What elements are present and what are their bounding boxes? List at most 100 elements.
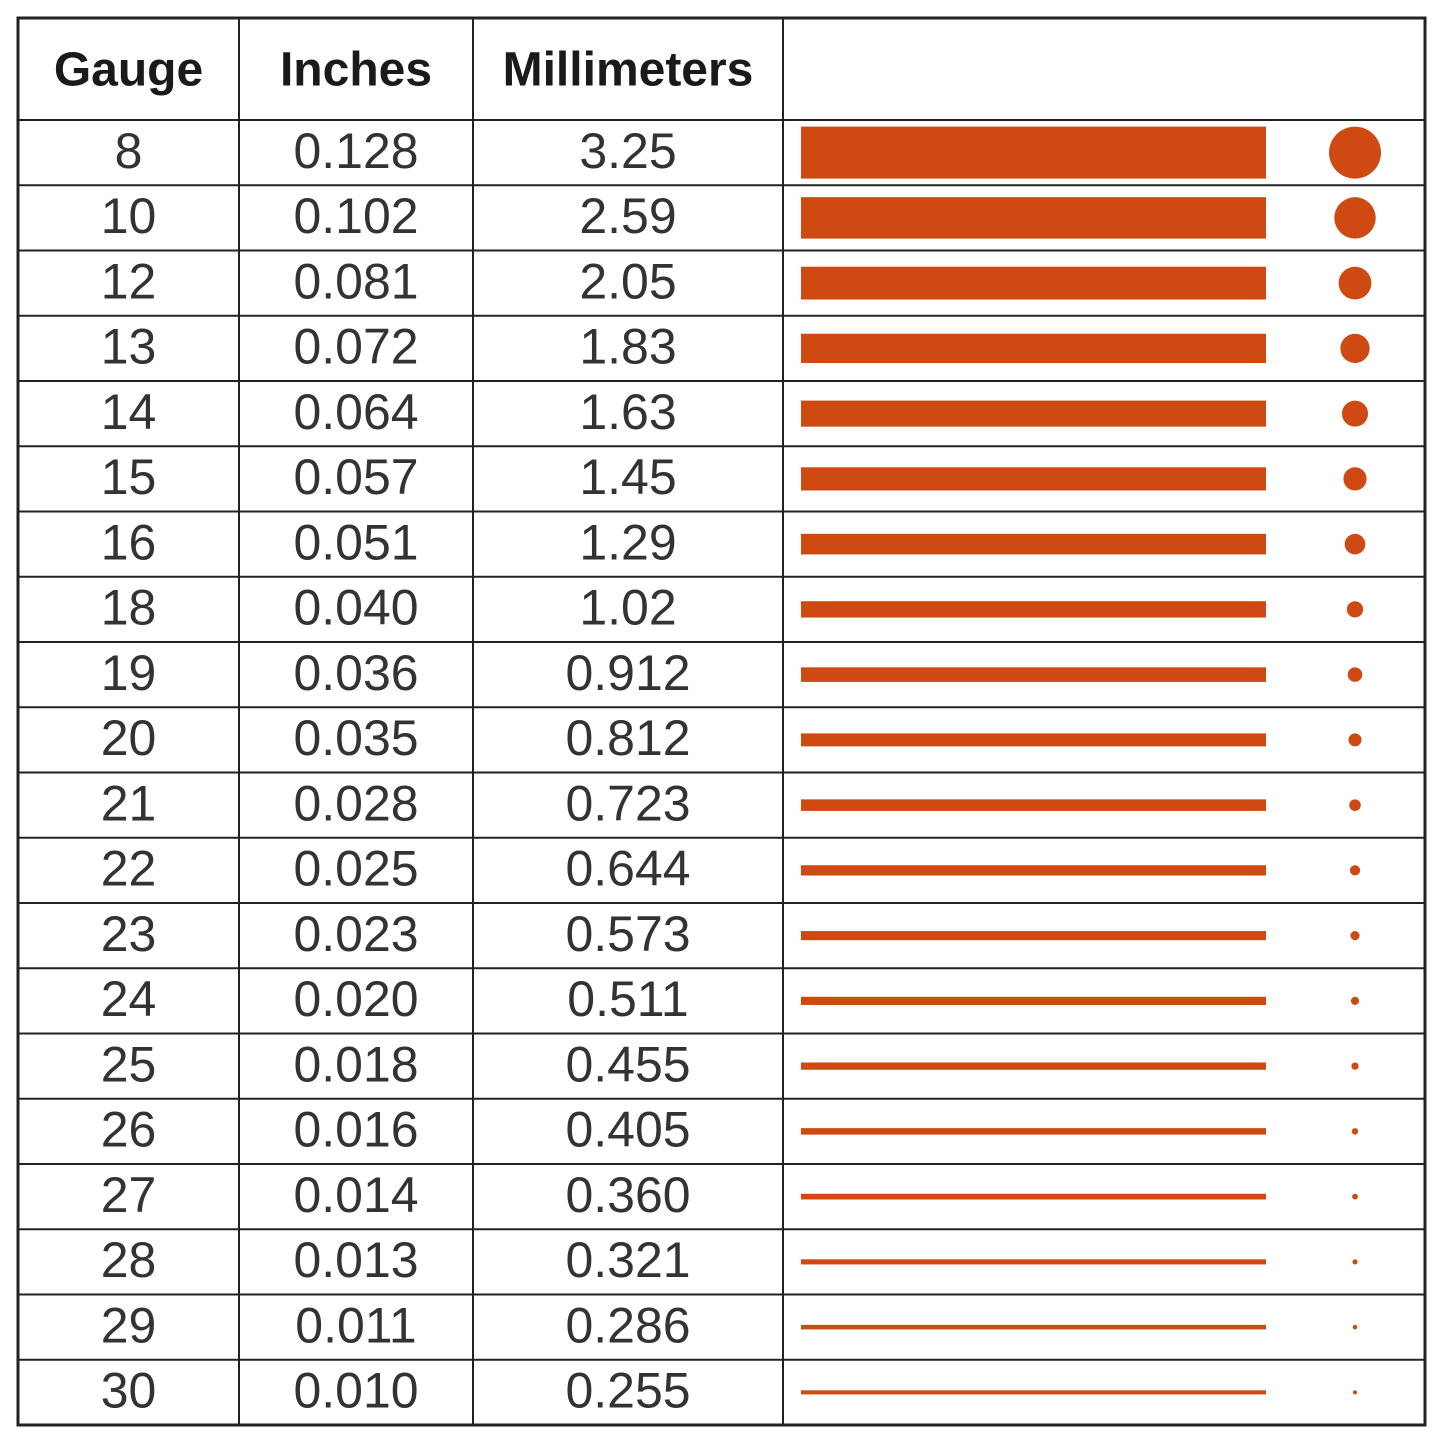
table-cell: 0.064 [293,384,418,440]
wire-side-bar [801,266,1266,300]
table-cell: 0.014 [293,1167,418,1223]
table-cell: 26 [101,1102,157,1158]
table-cell: 0.286 [565,1297,690,1353]
header-cell: Inches [280,44,432,97]
table-cell: 0.072 [293,319,418,375]
wire-cross-section [1351,1128,1359,1135]
wire-cross-section [1338,266,1372,300]
table-cell: 0.016 [293,1102,418,1158]
table-cell: 1.45 [579,449,676,505]
table-cell: 27 [101,1167,157,1223]
wire-cross-section [1334,197,1376,239]
table-cell: 1.63 [579,384,676,440]
wire-side-bar [801,1128,1266,1135]
wire-side-bar [801,333,1266,364]
table-cell: 30 [101,1363,157,1419]
table-cell: 13 [101,319,157,375]
table-cell: 0.455 [565,1036,690,1092]
wire-side-bar [801,1062,1266,1070]
wire-side-bar [801,1259,1266,1265]
wire-cross-section [1340,333,1370,364]
table-cell: 0.360 [565,1167,690,1223]
wire-cross-section [1350,996,1360,1005]
table-cell: 2.05 [579,253,676,309]
wire-cross-section [1349,799,1361,811]
table-cell: 0.013 [293,1232,418,1288]
table-cell: 0.405 [565,1102,690,1158]
table-cell: 0.573 [565,906,690,962]
table-cell: 20 [101,710,157,766]
wire-cross-section [1352,1324,1358,1330]
wire-cross-section [1351,1062,1359,1070]
table-cell: 21 [101,775,157,831]
wire-cross-section [1349,865,1361,876]
wire-cross-section [1352,1259,1358,1265]
wire-cross-section [1352,1390,1358,1395]
table-cell: 0.051 [293,514,418,570]
table-cell: 0.812 [565,710,690,766]
table-cell: 0.018 [293,1036,418,1092]
wire-side-bar [801,126,1266,179]
table-cell: 2.59 [579,188,676,244]
table-border [16,16,1427,1427]
wire-side-bar [801,533,1266,555]
wire-cross-section [1329,126,1381,179]
table-cell: 18 [101,580,157,636]
wire-side-bar [801,799,1266,811]
table-cell: 0.036 [293,645,418,701]
table-cell: 1.02 [579,580,676,636]
wire-cross-section [1348,733,1362,747]
table-cell: 15 [101,449,157,505]
table-cell: 14 [101,384,157,440]
wire-side-bar [801,467,1266,491]
table-cell: 3.25 [579,123,676,179]
table-cell: 0.028 [293,775,418,831]
table-cell: 0.644 [565,841,690,897]
wire-cross-section [1346,601,1364,618]
table-cell: 0.255 [565,1363,690,1419]
table-cell: 0.011 [295,1297,416,1353]
table-cell: 8 [115,123,143,179]
wire-side-bar [801,865,1266,876]
table-cell: 29 [101,1297,157,1353]
wire-cross-section [1350,931,1360,941]
wire-side-bar [801,400,1266,427]
table-cell: 12 [101,253,157,309]
table-cell: 23 [101,906,157,962]
table-cell: 25 [101,1036,157,1092]
table-cell: 22 [101,841,157,897]
wire-side-bar [801,667,1266,682]
table-cell: 0.912 [565,645,690,701]
wire-side-bar [801,931,1266,941]
table-cell: 0.040 [293,580,418,636]
wire-cross-section [1347,667,1363,682]
table-cell: 0.057 [293,449,418,505]
table-cell: 0.102 [293,188,418,244]
table-cell: 0.035 [293,710,418,766]
table-cell: 1.29 [579,514,676,570]
wire-side-bar [801,197,1266,239]
table-cell: 24 [101,971,157,1027]
table-cell: 0.321 [565,1232,690,1288]
table-cell: 0.025 [293,841,418,897]
wire-side-bar [801,733,1266,747]
table-cell: 19 [101,645,157,701]
wire-cross-section [1352,1193,1358,1200]
wire-side-bar [801,1324,1266,1330]
table-cell: 1.83 [579,319,676,375]
header-cell: Millimeters [503,44,754,97]
table-cell: 28 [101,1232,157,1288]
wire-cross-section [1344,533,1366,555]
wire-cross-section [1341,400,1369,427]
table-cell: 0.010 [293,1363,418,1419]
table-cell: 0.081 [293,253,418,309]
table-cell: 0.020 [293,971,418,1027]
wire-side-bar [801,601,1266,618]
wire-side-bar [801,996,1266,1005]
table-cell: 0.723 [565,775,690,831]
table-cell: 0.023 [293,906,418,962]
header-cell: Gauge [54,44,203,97]
table-cell: 10 [101,188,157,244]
table-cell: 16 [101,514,157,570]
